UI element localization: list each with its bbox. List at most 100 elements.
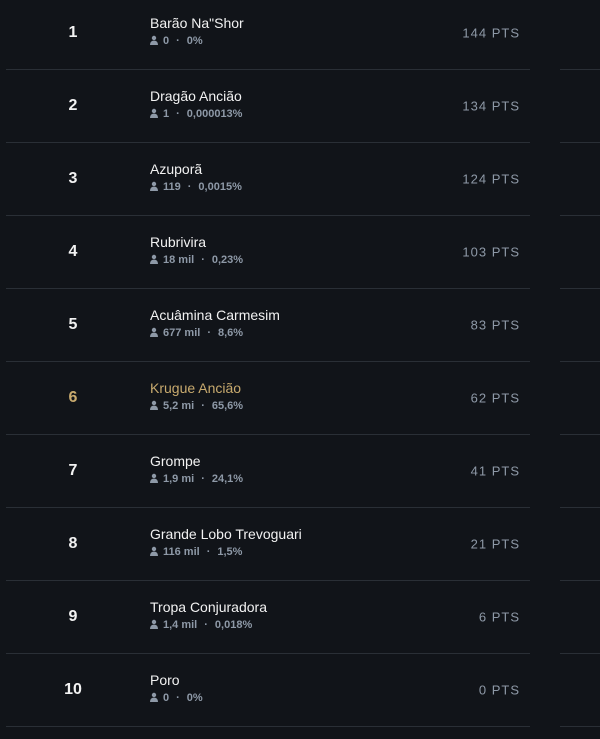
rank-number: 6 bbox=[68, 388, 78, 406]
percentage: 1,5% bbox=[217, 546, 243, 558]
entry-name: Poro bbox=[150, 672, 180, 688]
entry-name: Krugue Ancião bbox=[150, 380, 242, 396]
rank-number: 7 bbox=[68, 461, 78, 479]
rank-number: 5 bbox=[68, 315, 78, 333]
row-divider bbox=[560, 434, 600, 435]
leaderboard-row[interactable]: 10 Poro 0 · 0% 0 PTS bbox=[0, 653, 600, 726]
entry-stats: 0 · 0% bbox=[149, 35, 203, 47]
player-count: 1,9 mi bbox=[163, 473, 195, 485]
entry-name: Acuâmina Carmesim bbox=[150, 307, 280, 323]
separator-dot: · bbox=[201, 400, 205, 412]
person-icon bbox=[150, 546, 158, 556]
percentage: 24,1% bbox=[211, 473, 244, 485]
percentage: 0% bbox=[186, 692, 203, 704]
entry-stats: 119 · 0,0015% bbox=[149, 181, 242, 193]
person-icon bbox=[150, 35, 158, 45]
person-icon bbox=[150, 108, 158, 118]
points-value: 124 PTS bbox=[462, 171, 520, 186]
points-value: 6 PTS bbox=[478, 609, 520, 624]
separator-dot: · bbox=[204, 619, 208, 631]
points-value: 62 PTS bbox=[470, 390, 520, 405]
leaderboard-row[interactable]: 2 Dragão Ancião 1 · 0,000013% 134 PTS bbox=[0, 69, 600, 142]
points-value: 144 PTS bbox=[462, 25, 520, 40]
leaderboard-row[interactable]: 5 Acuâmina Carmesim 677 mil · 8,6% 83 PTS bbox=[0, 288, 600, 361]
player-count: 5,2 mi bbox=[163, 400, 195, 412]
points-value: 41 PTS bbox=[470, 463, 520, 478]
entry-name: Dragão Ancião bbox=[150, 88, 242, 104]
points-value: 0 PTS bbox=[478, 682, 520, 697]
points-value: 83 PTS bbox=[470, 317, 520, 332]
person-icon bbox=[150, 473, 158, 483]
person-icon bbox=[150, 254, 158, 264]
separator-dot: · bbox=[176, 692, 180, 704]
entry-name: Rubrivira bbox=[150, 234, 207, 250]
entry-stats: 677 mil · 8,6% bbox=[149, 327, 243, 339]
rank-number: 9 bbox=[68, 607, 78, 625]
row-divider bbox=[560, 288, 600, 289]
entry-stats: 116 mil · 1,5% bbox=[149, 546, 242, 558]
row-divider bbox=[6, 361, 530, 362]
separator-dot: · bbox=[176, 108, 180, 120]
player-count: 119 bbox=[163, 181, 181, 193]
percentage: 0,000013% bbox=[186, 108, 243, 120]
entry-name: Azuporã bbox=[150, 161, 203, 177]
row-divider bbox=[560, 215, 600, 216]
points-value: 103 PTS bbox=[462, 244, 520, 259]
row-divider bbox=[560, 653, 600, 654]
player-count: 677 mil bbox=[163, 327, 201, 339]
person-icon bbox=[150, 692, 158, 702]
separator-dot: · bbox=[201, 473, 205, 485]
row-divider bbox=[560, 580, 600, 581]
row-divider bbox=[6, 142, 530, 143]
row-divider bbox=[6, 653, 530, 654]
row-divider bbox=[560, 142, 600, 143]
leaderboard-row[interactable]: 8 Grande Lobo Trevoguari 116 mil · 1,5% 21 PT… bbox=[0, 507, 600, 580]
person-icon bbox=[150, 400, 158, 410]
points-value: 21 PTS bbox=[470, 536, 520, 551]
rank-number: 3 bbox=[68, 169, 78, 187]
leaderboard-row[interactable]: 4 Rubrivira 18 mil · 0,23% 103 PTS bbox=[0, 215, 600, 288]
percentage: 0% bbox=[186, 35, 203, 47]
leaderboard-row[interactable]: 7 Grompe 1,9 mi · 24,1% 41 PTS bbox=[0, 434, 600, 507]
row-divider bbox=[6, 288, 530, 289]
player-count: 0 bbox=[163, 35, 170, 47]
percentage: 0,018% bbox=[214, 619, 253, 631]
row-divider bbox=[6, 580, 530, 581]
entry-stats: 1,4 mil · 0,018% bbox=[149, 619, 252, 631]
rank-number: 10 bbox=[64, 680, 82, 698]
row-divider bbox=[6, 726, 530, 727]
leaderboard-row[interactable]: 9 Tropa Conjuradora 1,4 mil · 0,018% 6 PTS bbox=[0, 580, 600, 653]
points-value: 134 PTS bbox=[462, 98, 520, 113]
entry-stats: 18 mil · 0,23% bbox=[149, 254, 243, 266]
rank-number: 4 bbox=[68, 242, 78, 260]
player-count: 116 mil bbox=[163, 546, 200, 558]
rank-number: 2 bbox=[68, 96, 78, 114]
person-icon bbox=[150, 181, 158, 191]
separator-dot: · bbox=[187, 181, 192, 193]
percentage: 8,6% bbox=[217, 327, 244, 339]
percentage: 0,0015% bbox=[198, 181, 242, 193]
row-divider bbox=[6, 215, 530, 216]
entry-name: Tropa Conjuradora bbox=[150, 599, 267, 615]
leaderboard-row[interactable]: 3 Azuporã 119 · 0,0015% 124 PTS bbox=[0, 142, 600, 215]
leaderboard-row[interactable]: 6 Krugue Ancião 5,2 mi · 65,6% 62 PTS bbox=[0, 361, 600, 434]
player-count: 1,4 mil bbox=[163, 619, 198, 631]
separator-dot: · bbox=[176, 35, 180, 47]
person-icon bbox=[150, 619, 158, 629]
leaderboard-row[interactable]: 1 Barão Na"Shor 0 · 0% 144 PTS bbox=[0, 0, 600, 69]
row-divider bbox=[560, 507, 600, 508]
entry-stats: 0 · 0% bbox=[149, 692, 203, 704]
row-divider bbox=[6, 434, 530, 435]
entry-name: Grompe bbox=[150, 453, 201, 469]
rank-number: 1 bbox=[68, 23, 78, 41]
player-count: 1 bbox=[163, 108, 170, 120]
entry-stats: 5,2 mi · 65,6% bbox=[149, 400, 243, 412]
separator-dot: · bbox=[207, 327, 211, 339]
entry-name: Grande Lobo Trevoguari bbox=[150, 526, 302, 542]
player-count: 18 mil bbox=[163, 254, 195, 266]
percentage: 0,23% bbox=[211, 254, 244, 266]
row-divider bbox=[560, 726, 600, 727]
entry-stats: 1 · 0,000013% bbox=[149, 108, 242, 120]
rank-number: 8 bbox=[68, 534, 78, 552]
